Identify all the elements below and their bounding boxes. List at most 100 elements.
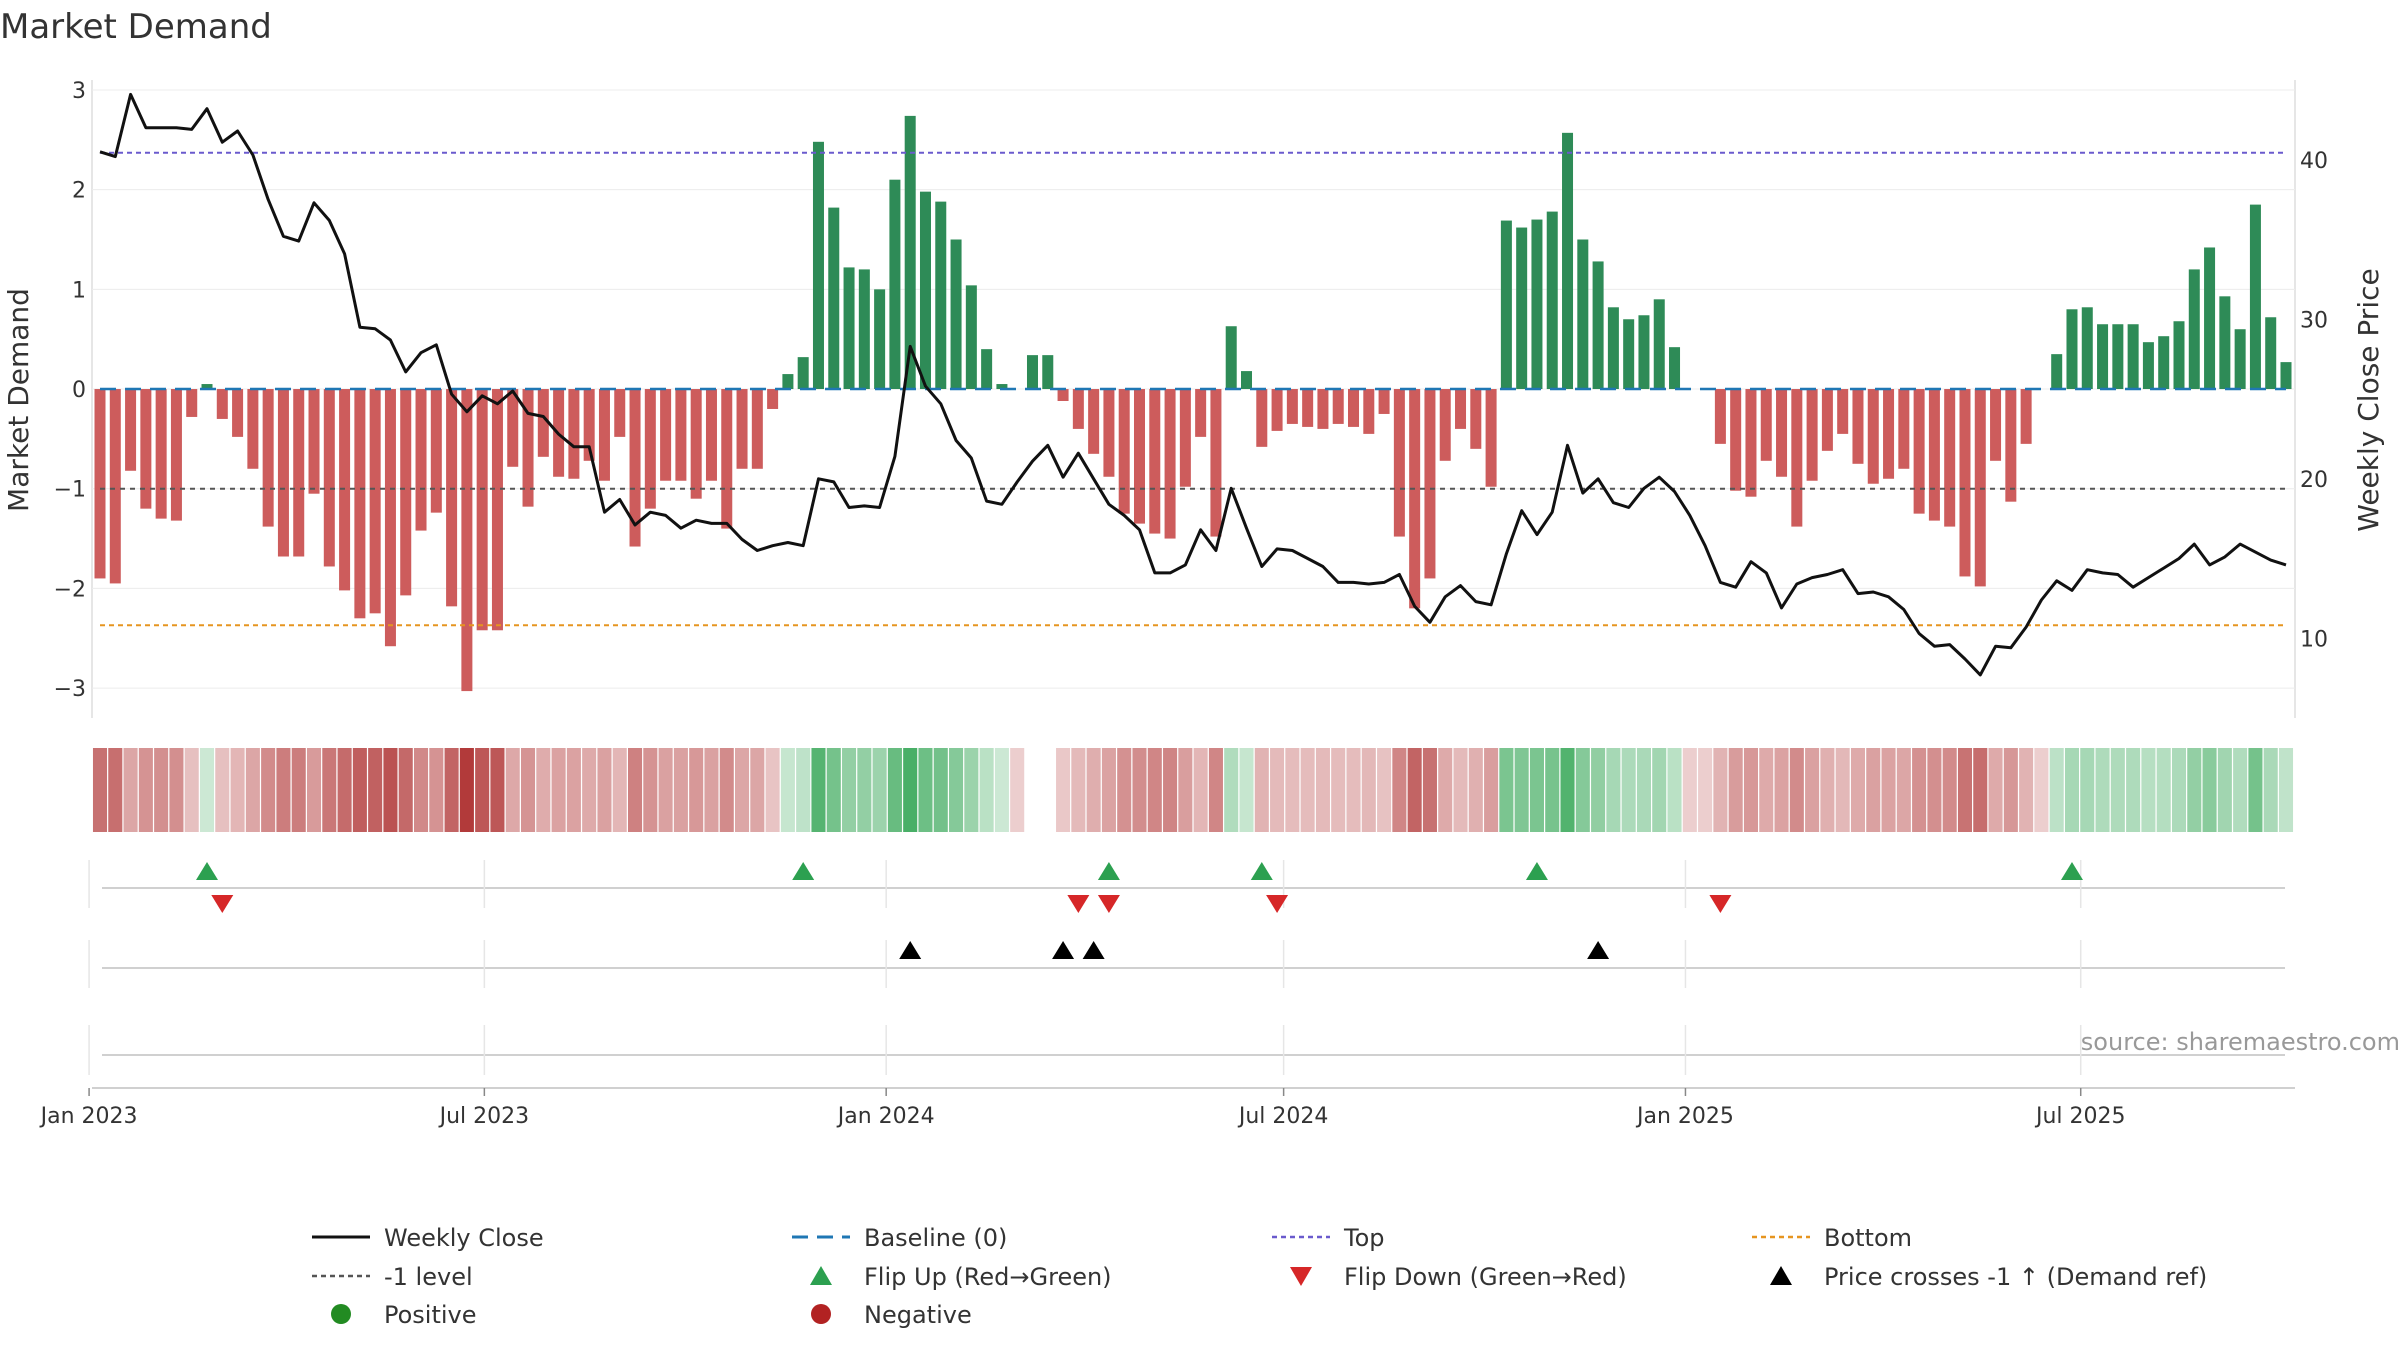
- heat-cell: [566, 748, 581, 832]
- heat-cell: [1377, 748, 1392, 832]
- demand-bar-negative: [644, 389, 656, 509]
- heat-cell: [459, 748, 474, 832]
- heat-cell: [1468, 748, 1483, 832]
- heat-cell: [444, 748, 459, 832]
- demand-bar-positive: [828, 207, 840, 390]
- right-tick-label: 30: [2300, 308, 2328, 333]
- demand-bar-negative: [354, 389, 366, 619]
- right-tick-label: 10: [2300, 627, 2328, 652]
- heat-cell: [719, 748, 734, 832]
- demand-bar-positive: [1592, 261, 1604, 390]
- heat-cell: [215, 748, 230, 832]
- heat-cell: [811, 748, 826, 832]
- demand-bar-negative: [476, 389, 488, 631]
- heat-cell: [887, 748, 902, 832]
- heat-cell: [2126, 748, 2141, 832]
- demand-bar-negative: [1149, 389, 1161, 534]
- demand-bar-negative: [1256, 389, 1268, 447]
- heat-cell: [1850, 748, 1866, 832]
- demand-bar-positive: [1546, 211, 1558, 390]
- demand-bar-negative: [1286, 389, 1298, 424]
- demand-bar-negative: [1057, 389, 1069, 401]
- demand-bar-negative: [1133, 389, 1145, 524]
- left-axis-label: Market Demand: [2, 288, 35, 512]
- demand-bar-negative: [767, 389, 779, 409]
- heat-cell: [536, 748, 551, 832]
- demand-bar-positive: [935, 201, 947, 390]
- heat-cell: [1132, 748, 1147, 832]
- demand-bar-negative: [1348, 389, 1360, 427]
- x-tick-label: Jul 2023: [438, 1104, 530, 1129]
- heat-cell: [429, 748, 444, 832]
- heat-cell: [857, 748, 872, 832]
- left-tick-label: −3: [54, 677, 86, 702]
- demand-bar-positive: [996, 384, 1008, 390]
- left-tick-label: 3: [72, 79, 86, 104]
- demand-bar-positive: [981, 349, 993, 390]
- demand-bar-positive: [812, 141, 824, 390]
- demand-bar-negative: [1959, 389, 1971, 577]
- weekly-close-line: [99, 92, 2287, 677]
- heat-cell: [1514, 748, 1529, 832]
- heat-cell: [1881, 748, 1896, 832]
- heat-cell: [704, 748, 719, 832]
- demand-bar-positive: [1623, 319, 1635, 390]
- demand-bar-negative: [1378, 389, 1390, 414]
- demand-bar-negative: [1103, 389, 1115, 477]
- heat-cell: [1759, 748, 1774, 832]
- demand-bar-positive: [1042, 355, 1054, 390]
- demand-bar-negative: [232, 389, 244, 437]
- demand-bar-negative: [1485, 389, 1497, 487]
- legend: Weekly Close Baseline (0) Top Bottom -1 leve…: [312, 1224, 2207, 1329]
- heat-cell: [1300, 748, 1315, 832]
- demand-bar-positive: [1225, 326, 1237, 390]
- demand-bar-negative: [109, 389, 121, 584]
- demand-bar-negative: [277, 389, 289, 557]
- left-tick-label: −1: [54, 478, 86, 503]
- demand-bar-negative: [1164, 389, 1176, 539]
- heat-cell: [994, 748, 1009, 832]
- demand-bar-positive: [201, 384, 213, 390]
- heat-cell: [872, 748, 887, 832]
- demand-bar-negative: [1195, 389, 1207, 437]
- demand-bar-positive: [889, 179, 901, 390]
- heat-cell: [1912, 748, 1927, 832]
- demand-bar-positive: [1638, 315, 1650, 390]
- heat-cell: [903, 748, 918, 832]
- demand-bar-negative: [186, 389, 198, 417]
- heat-cell: [1254, 748, 1269, 832]
- heat-cell: [1927, 748, 1942, 832]
- heat-cell: [322, 748, 337, 832]
- flip-down-marker: [1067, 895, 1090, 913]
- heat-cell: [2248, 748, 2263, 832]
- demand-bar-negative: [1944, 389, 1956, 527]
- flip-up-marker: [1250, 862, 1273, 880]
- legend-label-positive: Positive: [384, 1301, 477, 1329]
- heat-cell: [597, 748, 612, 832]
- heat-cell: [2156, 748, 2171, 832]
- heat-cell: [582, 748, 597, 832]
- demand-bar-positive: [2051, 354, 2063, 390]
- heat-cell: [2080, 748, 2095, 832]
- demand-bar-negative: [1409, 389, 1421, 609]
- heat-cell: [2110, 748, 2125, 832]
- demand-bar-positive: [965, 285, 977, 390]
- heat-cell: [1774, 748, 1789, 832]
- demand-bar-positive: [1531, 219, 1543, 390]
- heat-cell: [1698, 748, 1713, 832]
- demand-bar-positive: [2097, 324, 2109, 390]
- heat-cell: [138, 748, 153, 832]
- demand-bar-positive: [1607, 307, 1619, 390]
- heat-cell: [245, 748, 260, 832]
- heat-cell: [1896, 748, 1911, 832]
- heat-cell: [383, 748, 398, 832]
- heat-cell: [918, 748, 933, 832]
- demand-bar-negative: [1210, 389, 1222, 537]
- heat-cell: [2263, 748, 2278, 832]
- heat-cell: [475, 748, 490, 832]
- demand-bar-positive: [2249, 204, 2261, 390]
- demand-bar-positive: [950, 239, 962, 390]
- demand-bar-negative: [1806, 389, 1818, 481]
- demand-bar-positive: [2066, 309, 2078, 390]
- demand-heat-strip: [92, 748, 2294, 832]
